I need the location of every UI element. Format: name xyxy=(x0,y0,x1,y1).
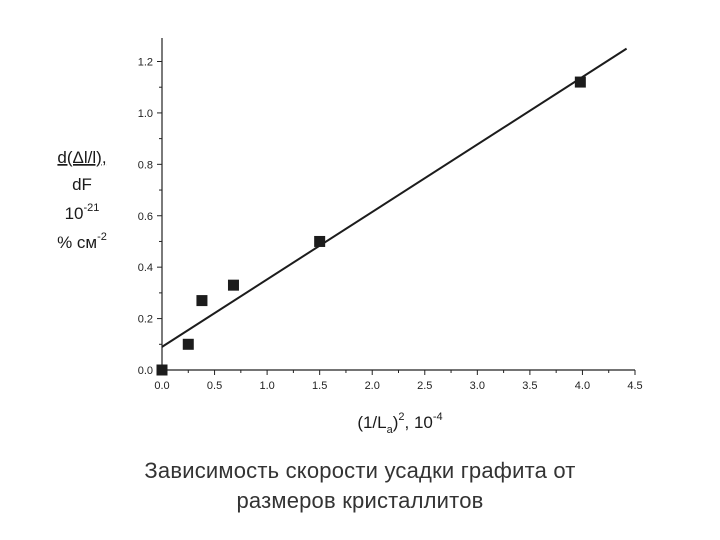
x-tick-label: 3.0 xyxy=(470,380,485,392)
x-axis-label-part1: (1/L xyxy=(357,413,386,432)
x-axis-label-part3: , 10 xyxy=(405,413,433,432)
y-tick-label: 1.0 xyxy=(138,108,153,120)
data-point xyxy=(156,364,168,376)
y-axis-label-line1: d(Δl/l), xyxy=(57,148,106,167)
y-axis-label-line4: % см-2 xyxy=(57,231,107,252)
x-axis-label-sub: a xyxy=(387,424,394,436)
data-point xyxy=(196,295,208,307)
data-points xyxy=(156,76,586,376)
x-tick-label: 3.5 xyxy=(522,380,537,392)
x-tick-label: 0.0 xyxy=(154,380,169,392)
caption-line1: Зависимость скорости усадки графита от xyxy=(144,458,576,483)
x-axis-label-part2: ) xyxy=(393,413,399,432)
y-tick-label: 0.4 xyxy=(138,262,153,274)
y-axis-label-line4-base: % см xyxy=(57,233,97,252)
y-axis-label-line4-sup: -2 xyxy=(97,231,107,243)
ticks: 0.0 0.2 0.4 0.6 0.8 1.0 1.2 0.0 0.5 1.0 1.5 2.0 2.5 3… xyxy=(138,57,643,393)
y-axis-label-line3: 10-21 xyxy=(65,202,100,223)
data-point xyxy=(227,279,239,291)
y-tick-label: 0.0 xyxy=(138,365,153,377)
x-tick-label: 2.0 xyxy=(365,380,380,392)
x-axis-label-sup1: 2 xyxy=(398,411,404,423)
x-tick-label: 4.5 xyxy=(627,380,642,392)
y-tick-label: 1.2 xyxy=(138,57,153,69)
data-point xyxy=(314,235,326,247)
y-tick-label: 0.6 xyxy=(138,211,153,223)
y-axis-label-line3-sup: -21 xyxy=(84,202,100,214)
x-tick-label: 1.5 xyxy=(312,380,327,392)
x-axis-label: (1/La)2, 10-4 xyxy=(357,411,442,436)
fit-line xyxy=(161,47,628,348)
y-tick-label: 0.8 xyxy=(138,159,153,171)
caption-line2: размеров кристаллитов xyxy=(236,488,484,513)
y-axis-label-line2: dF xyxy=(72,175,92,194)
x-tick-label: 1.0 xyxy=(259,380,274,392)
x-axis-label-sup2: -4 xyxy=(433,411,443,423)
data-point xyxy=(574,76,586,88)
y-axis-label-line3-base: 10 xyxy=(65,204,84,223)
y-tick-label: 0.2 xyxy=(138,314,153,326)
x-tick-label: 4.0 xyxy=(575,380,590,392)
x-tick-label: 2.5 xyxy=(417,380,432,392)
x-tick-label: 0.5 xyxy=(207,380,222,392)
data-point xyxy=(182,338,194,350)
